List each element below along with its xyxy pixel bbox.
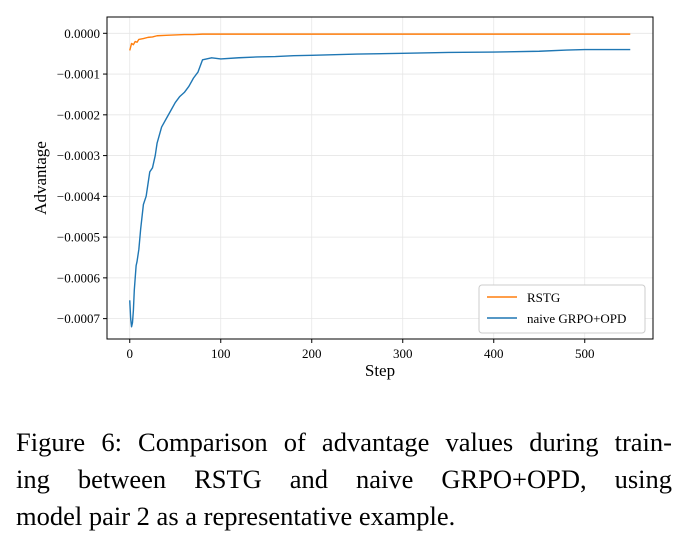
x-tick-label: 400	[484, 346, 504, 361]
x-axis-ticks: 0 100 200 300 400 500	[127, 339, 595, 361]
y-tick-label: −0.0002	[57, 107, 100, 122]
x-axis-label: Step	[365, 361, 395, 380]
legend-label-rstg: RSTG	[527, 290, 560, 305]
series-lines	[129, 33, 631, 328]
y-tick-label: −0.0006	[57, 270, 101, 285]
legend-box	[478, 284, 646, 334]
caption-line: model pair 2 as a representative example…	[16, 501, 456, 531]
x-tick-label: 0	[127, 346, 134, 361]
series-line-rstg	[129, 33, 631, 51]
y-axis-label: Advantage	[31, 141, 50, 215]
series-line-naive-grpo-opd	[129, 48, 631, 328]
caption-line: Figure 6: Comparison of advantage values…	[16, 427, 672, 457]
figure-caption: Figure 6: Comparison of advantage values…	[16, 424, 672, 535]
x-tick-label: 300	[393, 346, 413, 361]
y-axis-ticks: 0.0000 −0.0001 −0.0002 −0.0003 −0.0004 −0.000…	[57, 26, 107, 326]
plot-frame	[106, 16, 654, 340]
y-tick-label: −0.0007	[57, 311, 101, 326]
legend-label-naive-grpo-opd: naive GRPO+OPD	[527, 311, 626, 326]
y-tick-label: −0.0005	[57, 230, 100, 245]
y-tick-label: −0.0004	[57, 189, 101, 204]
legend: RSTG naive GRPO+OPD	[478, 284, 646, 334]
y-tick-label: −0.0003	[57, 148, 100, 163]
x-tick-label: 500	[575, 346, 595, 361]
y-tick-label: −0.0001	[57, 67, 100, 82]
x-tick-label: 200	[302, 346, 322, 361]
x-tick-label: 100	[211, 346, 231, 361]
y-tick-label: 0.0000	[64, 26, 100, 41]
advantage-chart: 0 100 200 300 400 500 0.0000 −0.0001 −0.0002 −0.…	[31, 16, 654, 380]
caption-line: ing between RSTG and naive GRPO+OPD, usi…	[16, 464, 672, 494]
